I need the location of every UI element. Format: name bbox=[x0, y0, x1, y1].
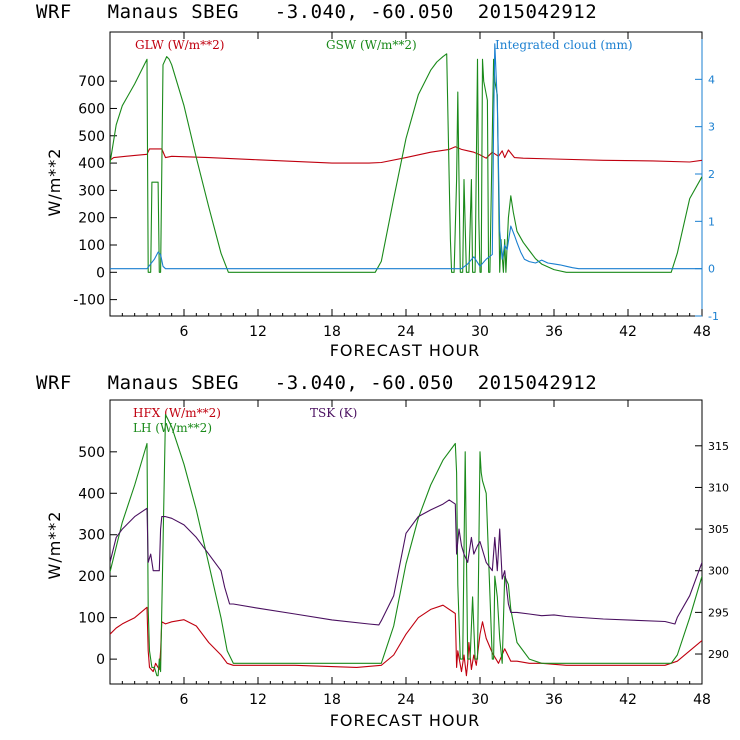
y-tick-label: 500 bbox=[78, 445, 105, 461]
y-tick-label: 400 bbox=[78, 156, 105, 172]
panel-fluxes-ylabel: W/m**2 bbox=[45, 511, 64, 580]
series-line-glw bbox=[110, 146, 702, 164]
x-tick-label: 36 bbox=[545, 692, 563, 708]
panel-radiation: WRF Manaus SBEG -3.040, -60.050 20150429… bbox=[36, 1, 719, 360]
y-tick-label: 200 bbox=[78, 211, 105, 227]
x-tick-label: 42 bbox=[619, 692, 637, 708]
y2-tick-label: 300 bbox=[708, 565, 729, 578]
y-tick-label: 600 bbox=[78, 101, 105, 117]
x-tick-label: 48 bbox=[693, 324, 711, 340]
panel-radiation-title: WRF Manaus SBEG -3.040, -60.050 20150429… bbox=[36, 1, 597, 23]
y2-tick-label: 295 bbox=[708, 606, 729, 619]
y2-tick-label: 305 bbox=[708, 523, 729, 536]
y-tick-label: -100 bbox=[73, 293, 105, 309]
y2-tick-label: 1 bbox=[708, 215, 715, 228]
y-tick-label: 400 bbox=[78, 486, 105, 502]
x-tick-label: 36 bbox=[545, 324, 563, 340]
x-tick-label: 30 bbox=[471, 324, 489, 340]
panel-fluxes-title: WRF Manaus SBEG -3.040, -60.050 20150429… bbox=[36, 372, 597, 394]
panel-radiation-ylabel: W/m**2 bbox=[45, 148, 64, 217]
x-tick-label: 12 bbox=[249, 692, 267, 708]
y-tick-label: 0 bbox=[96, 652, 105, 668]
plot-frame bbox=[109, 399, 703, 685]
x-tick-label: 48 bbox=[693, 692, 711, 708]
series-line-hfx bbox=[110, 604, 702, 677]
y-tick-label: 200 bbox=[78, 569, 105, 585]
legend-tsk: TSK (K) bbox=[310, 406, 357, 420]
series-line-lh bbox=[110, 413, 702, 677]
y-tick-label: 100 bbox=[78, 238, 105, 254]
legend-hfx: HFX (W/m**2) bbox=[133, 406, 221, 420]
y2-tick-label: 310 bbox=[708, 481, 729, 494]
x-tick-label: 24 bbox=[397, 324, 415, 340]
x-tick-label: 6 bbox=[180, 324, 189, 340]
y2-tick-label: 315 bbox=[708, 440, 729, 453]
y2-tick-label: -1 bbox=[708, 310, 719, 323]
y-tick-label: 700 bbox=[78, 74, 105, 90]
y2-tick-label: 290 bbox=[708, 648, 729, 661]
panel-fluxes-xlabel: FORECAST HOUR bbox=[330, 711, 481, 730]
plot-frame bbox=[109, 31, 703, 317]
series-line-integrated-cloud bbox=[110, 43, 702, 270]
y2-tick-label: 3 bbox=[708, 121, 715, 134]
x-tick-label: 18 bbox=[323, 324, 341, 340]
y-tick-label: 100 bbox=[78, 611, 105, 627]
y2-tick-label: 4 bbox=[708, 73, 715, 86]
panel-fluxes: WRF Manaus SBEG -3.040, -60.050 20150429… bbox=[36, 372, 729, 730]
y-tick-label: 0 bbox=[96, 265, 105, 281]
y-tick-label: 500 bbox=[78, 129, 105, 145]
series-line-tsk bbox=[110, 499, 702, 626]
y-tick-label: 300 bbox=[78, 183, 105, 199]
panel-radiation-xlabel: FORECAST HOUR bbox=[330, 341, 481, 360]
x-tick-label: 30 bbox=[471, 692, 489, 708]
legend-gsw: GSW (W/m**2) bbox=[326, 38, 417, 52]
x-tick-label: 6 bbox=[180, 692, 189, 708]
x-tick-label: 42 bbox=[619, 324, 637, 340]
y2-tick-label: 0 bbox=[708, 263, 715, 276]
series-line-gsw bbox=[110, 53, 702, 273]
x-tick-label: 12 bbox=[249, 324, 267, 340]
x-tick-label: 24 bbox=[397, 692, 415, 708]
legend-glw: GLW (W/m**2) bbox=[135, 38, 224, 52]
y2-tick-label: 2 bbox=[708, 168, 715, 181]
legend-integrated-cloud: Integrated cloud (mm) bbox=[495, 38, 633, 52]
y-tick-label: 300 bbox=[78, 528, 105, 544]
x-tick-label: 18 bbox=[323, 692, 341, 708]
